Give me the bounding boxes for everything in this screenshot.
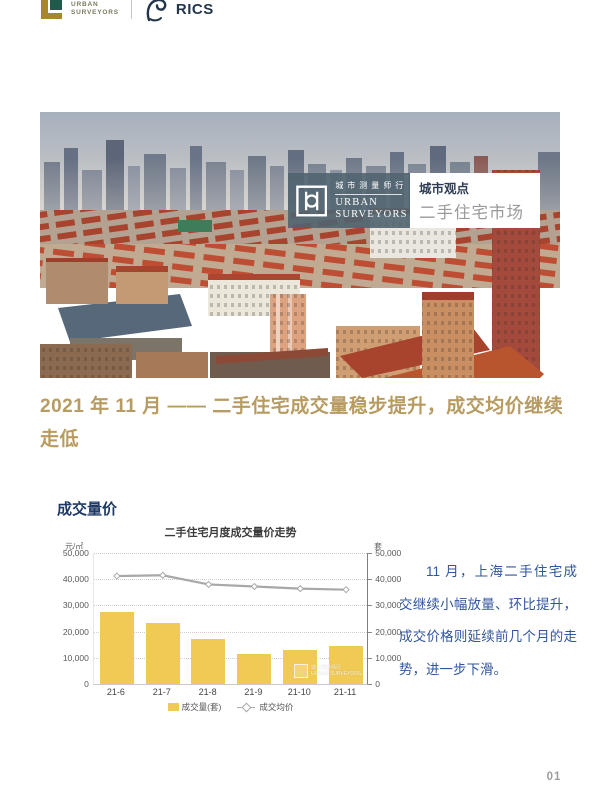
y-tick-label: 20,000 <box>62 626 89 637</box>
page-header: URBAN SURVEYORS RICS <box>40 0 380 24</box>
y-tick-label: 30,000 <box>62 600 89 611</box>
gridline <box>93 553 368 554</box>
watermark-text: 城市测量师行 URBAN SURVEYORS <box>311 665 361 678</box>
section-title: 成交量价 <box>57 501 118 518</box>
legend-volume: 成交量(套) <box>167 701 222 713</box>
rics-wordmark: RICS <box>175 0 214 18</box>
watermark-en: URBAN SURVEYORS <box>311 671 362 677</box>
badge-column-title: 城市观点 <box>419 182 470 196</box>
y-tick-label: 0 <box>84 679 89 689</box>
y-tick-label: 50,000 <box>375 548 402 558</box>
legend-price-label: 成交均价 <box>259 702 294 712</box>
axis-tick-mark <box>368 553 373 554</box>
x-axis-label: 21-7 <box>152 687 171 697</box>
legend-volume-swatch <box>167 703 179 711</box>
x-axis-label: 21-11 <box>333 687 357 697</box>
y-tick-label: 30,000 <box>375 600 402 611</box>
chart-legend: 成交量(套) 成交均价 <box>93 701 368 713</box>
x-axis-label: 21-8 <box>198 687 217 697</box>
volume-bar-21-8 <box>191 638 226 684</box>
rics-lion-icon <box>146 0 167 22</box>
commentary-paragraph: 11 月，上海二手住宅成交继续小幅放量、环比提升，成交价格则延续前几个月的走势，… <box>399 564 577 677</box>
legend-price: 成交均价 <box>237 701 293 713</box>
avg-price-line <box>113 571 350 594</box>
x-axis-label: 21-6 <box>106 687 125 697</box>
gridline <box>93 657 368 659</box>
badge-topic-panel: 城市观点 二手住宅市场 <box>410 173 540 228</box>
left-y-axis: 50,000 40,000 30,000 20,000 10,000 0 <box>60 548 93 689</box>
gridline <box>93 605 368 607</box>
hero-photo: 城市测量师行 Urban Surveyors 城市观点 二手住宅市场 <box>40 112 560 378</box>
right-axis-unit: 套 <box>374 542 382 551</box>
badge-brand-en1: Urban <box>335 197 379 209</box>
y-tick-label: 50,000 <box>62 548 89 558</box>
gridline <box>93 631 368 633</box>
brand-line1: URBAN <box>71 0 99 8</box>
axis-tick-mark <box>368 657 373 659</box>
badge-brand-cn: 城市测量师行 <box>335 180 403 196</box>
axis-tick-mark <box>368 684 373 685</box>
gridline <box>93 579 368 581</box>
x-axis-label: 21-10 <box>287 687 311 697</box>
y-tick-label: 20,000 <box>375 626 402 637</box>
chart-plot-area: 城市测量师行 URBAN SURVEYORS <box>92 553 369 685</box>
y-tick-label: 0 <box>375 679 380 689</box>
badge-column-topic: 二手住宅市场 <box>419 204 524 222</box>
badge-brand-en2: Surveyors <box>335 209 408 220</box>
axis-tick-mark <box>368 605 373 607</box>
x-axis: 21-6 21-7 21-8 21-9 21-10 21-11 <box>93 687 368 697</box>
volume-price-chart: 二手住宅月度成交量价走势 元/㎡ 套 50,000 40,000 30,000 20,… <box>60 524 410 713</box>
y-tick-label: 40,000 <box>62 574 89 585</box>
volume-bar-21-10 <box>283 650 318 684</box>
y-tick-label: 40,000 <box>375 574 402 585</box>
hero-badge: 城市测量师行 Urban Surveyors 城市观点 二手住宅市场 <box>288 173 540 228</box>
axis-tick-mark <box>368 631 373 633</box>
volume-bar-21-11 <box>328 645 363 684</box>
y-tick-label: 10,000 <box>375 652 402 663</box>
legend-price-marker <box>237 702 256 713</box>
watermark-logo-icon <box>294 664 309 678</box>
volume-bar-21-7 <box>145 622 180 684</box>
brand-line2: SURVEYORS <box>71 9 119 16</box>
volume-bar-21-9 <box>237 653 272 684</box>
chart-watermark: 城市测量师行 URBAN SURVEYORS <box>294 664 361 678</box>
axis-tick-mark <box>368 579 373 581</box>
watermark-cn: 城市测量师行 <box>311 664 342 671</box>
urban-surveyors-mark-icon <box>41 0 62 19</box>
right-y-axis: 50,000 40,000 30,000 20,000 10,000 0 <box>368 548 410 689</box>
urban-surveyors-wordmark: URBAN SURVEYORS <box>71 1 119 17</box>
x-axis-label: 21-9 <box>244 687 263 697</box>
cityscape-graphic <box>40 112 560 378</box>
legend-volume-label: 成交量(套) <box>181 702 222 712</box>
left-axis-unit: 元/㎡ <box>65 542 84 551</box>
y-tick-label: 10,000 <box>62 652 89 663</box>
report-headline: 2021 年 11 月 —— 二手住宅成交量稳步提升，成交均价继续走低 <box>40 396 564 450</box>
volume-bar-21-6 <box>99 611 134 684</box>
urban-surveyors-badge-icon <box>296 185 328 216</box>
page-number: 01 <box>546 771 562 783</box>
badge-brand-panel: 城市测量师行 Urban Surveyors <box>288 173 410 228</box>
chart-title: 二手住宅月度成交量价走势 <box>164 527 297 539</box>
header-divider <box>130 0 132 19</box>
